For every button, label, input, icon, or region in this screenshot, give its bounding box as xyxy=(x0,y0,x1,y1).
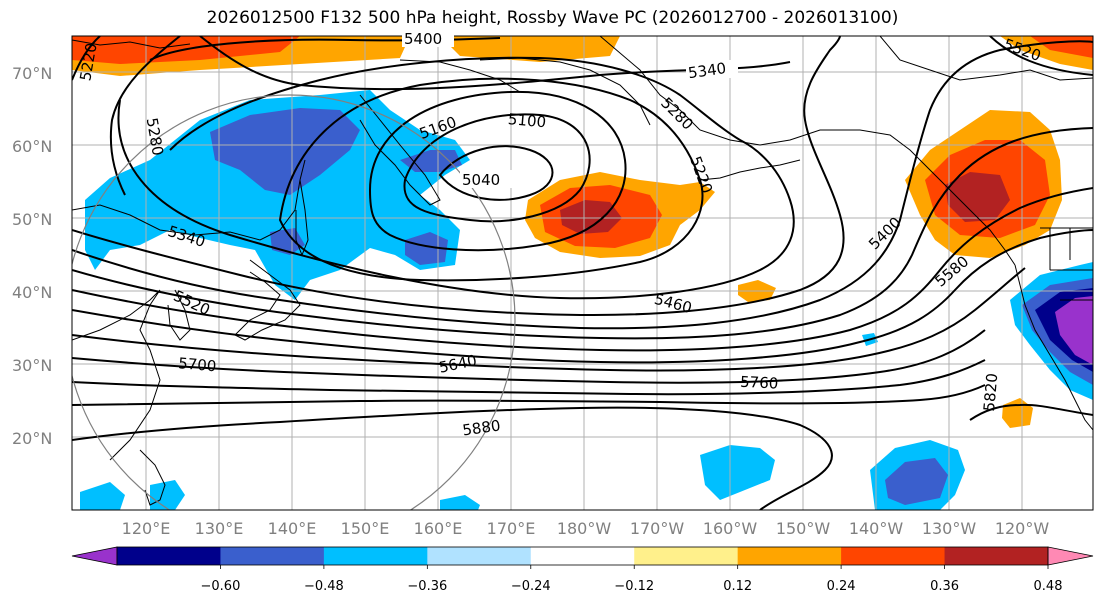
coastline-north-siberia xyxy=(72,39,191,49)
colorbar-tick-label: 0.12 xyxy=(723,579,752,594)
lon-tick-label: 140°E xyxy=(268,519,317,538)
anomaly-negative-south-central xyxy=(700,445,775,500)
contour-label: 5040 xyxy=(462,171,500,189)
coastline-alaska xyxy=(599,36,1016,266)
anomaly-negative-siberia-core xyxy=(210,108,360,195)
lon-tick-label: 180°W xyxy=(557,519,612,538)
colorbar: −0.60 −0.48 −0.36 −0.24 −0.12 0.12 0.24 0.36 0.4… xyxy=(71,546,1094,594)
contour-label: 5820 xyxy=(980,372,1001,412)
reference-circle xyxy=(72,94,516,510)
coastline-korea xyxy=(167,289,191,341)
colorbar-extend-high xyxy=(1047,546,1094,566)
contour-5820 xyxy=(72,384,986,406)
contour-5520 xyxy=(72,187,1093,352)
anomaly-negative-south-west xyxy=(80,482,125,510)
lat-tick-label: 40°N xyxy=(12,283,52,302)
coastline-philippines xyxy=(139,449,166,506)
anomaly-positive-alaska-core xyxy=(945,172,1010,222)
border-us-states xyxy=(1049,228,1093,301)
colorbar-tick-label: −0.36 xyxy=(407,579,447,594)
coastline-canada-arctic xyxy=(879,36,1093,81)
colorbar-segment xyxy=(117,547,221,565)
contour-5700 xyxy=(72,329,986,384)
contour-label: 5340 xyxy=(687,59,727,82)
coastline-siberia xyxy=(72,159,306,241)
contour-5100 xyxy=(403,113,591,223)
lat-tick-label: 70°N xyxy=(12,64,52,83)
lon-tick-label: 150°W xyxy=(776,519,831,538)
colorbar-tick-label: 0.48 xyxy=(1034,579,1063,594)
lat-tick-label: 50°N xyxy=(12,210,52,229)
coastline-kamchatka xyxy=(359,94,441,206)
contour-5880 xyxy=(72,406,833,510)
colorbar-segment xyxy=(220,547,325,565)
contour-5280-west xyxy=(109,36,181,196)
lat-tick-label: 20°N xyxy=(12,429,52,448)
colorbar-tick-label: −0.48 xyxy=(304,579,344,594)
height-contours xyxy=(72,36,1093,510)
lon-tick-label: 150°E xyxy=(341,519,390,538)
anomaly-negative-south-east-core xyxy=(885,458,948,505)
anomaly-negative-east xyxy=(400,150,462,172)
contour-5040 xyxy=(438,145,554,201)
lon-tick-label: 140°W xyxy=(849,519,904,538)
lon-tick-label: 130°W xyxy=(922,519,977,538)
colorbar-segment xyxy=(323,547,428,565)
colorbar-segment xyxy=(944,547,1049,565)
contour-5580 xyxy=(72,229,1093,364)
anomaly-positive-pacific-core xyxy=(560,200,622,234)
lon-tick-label: 120°E xyxy=(122,519,171,538)
lon-tick-label: 170°E xyxy=(487,519,536,538)
colorbar-segment xyxy=(737,547,842,565)
lon-tick-label: 160°W xyxy=(703,519,758,538)
lon-tick-label: 120°W xyxy=(995,519,1050,538)
contour-5460 xyxy=(72,127,1093,340)
contour-label: 5700 xyxy=(178,354,218,375)
contour-label: 5400 xyxy=(404,30,442,48)
contour-5160 xyxy=(368,90,627,252)
colorbar-tick-label: −0.12 xyxy=(614,579,654,594)
coastline-aleutians xyxy=(699,159,801,181)
lat-tick-label: 60°N xyxy=(12,137,52,156)
anomaly-negative-california-core xyxy=(1055,296,1093,365)
contour-5640 xyxy=(72,267,1026,372)
lon-tick-label: 170°W xyxy=(630,519,685,538)
colorbar-segment xyxy=(841,547,946,565)
contour-5280 xyxy=(117,56,795,300)
colorbar-extend-low xyxy=(71,546,118,566)
anomaly-negative-south xyxy=(405,232,448,265)
latitude-ticks: 70°N 60°N 50°N 40°N 30°N 20°N xyxy=(12,64,52,448)
colorbar-segment xyxy=(634,547,739,565)
colorbar-segment xyxy=(427,547,532,565)
plot-frame xyxy=(71,35,1094,511)
contour-5220 xyxy=(278,77,704,282)
coastline-sakhalin xyxy=(295,179,309,257)
colorbar-tick-label: −0.24 xyxy=(511,579,551,594)
lon-tick-label: 130°E xyxy=(195,519,244,538)
lat-tick-label: 30°N xyxy=(12,356,52,375)
colorbar-segment xyxy=(530,547,635,565)
contour-label: 5760 xyxy=(740,373,779,393)
contour-label: 5100 xyxy=(507,110,547,131)
map-title: 2026012500 F132 500 hPa height, Rossby W… xyxy=(206,8,899,28)
colorbar-tick-label: −0.60 xyxy=(201,579,241,594)
coastline-japan xyxy=(234,259,301,341)
anomaly-negative-south-mid xyxy=(440,495,480,510)
contour-label: 5880 xyxy=(461,416,501,439)
lon-tick-label: 160°E xyxy=(414,519,463,538)
colorbar-frame xyxy=(116,546,1049,566)
longitude-ticks: 120°E 130°E 140°E 150°E 160°E 170°E 180°W 170°W… xyxy=(122,519,1050,538)
coastline-china xyxy=(72,289,161,461)
colorbar-tick-label: 0.36 xyxy=(930,579,959,594)
anomaly-positive-ne xyxy=(440,36,620,62)
contour-5760 xyxy=(72,359,986,396)
contour-5220-east xyxy=(989,36,1093,76)
contour-outer-west xyxy=(72,36,101,81)
colorbar-tick-label: 0.24 xyxy=(827,579,856,594)
contour-5820-east xyxy=(969,403,1093,421)
